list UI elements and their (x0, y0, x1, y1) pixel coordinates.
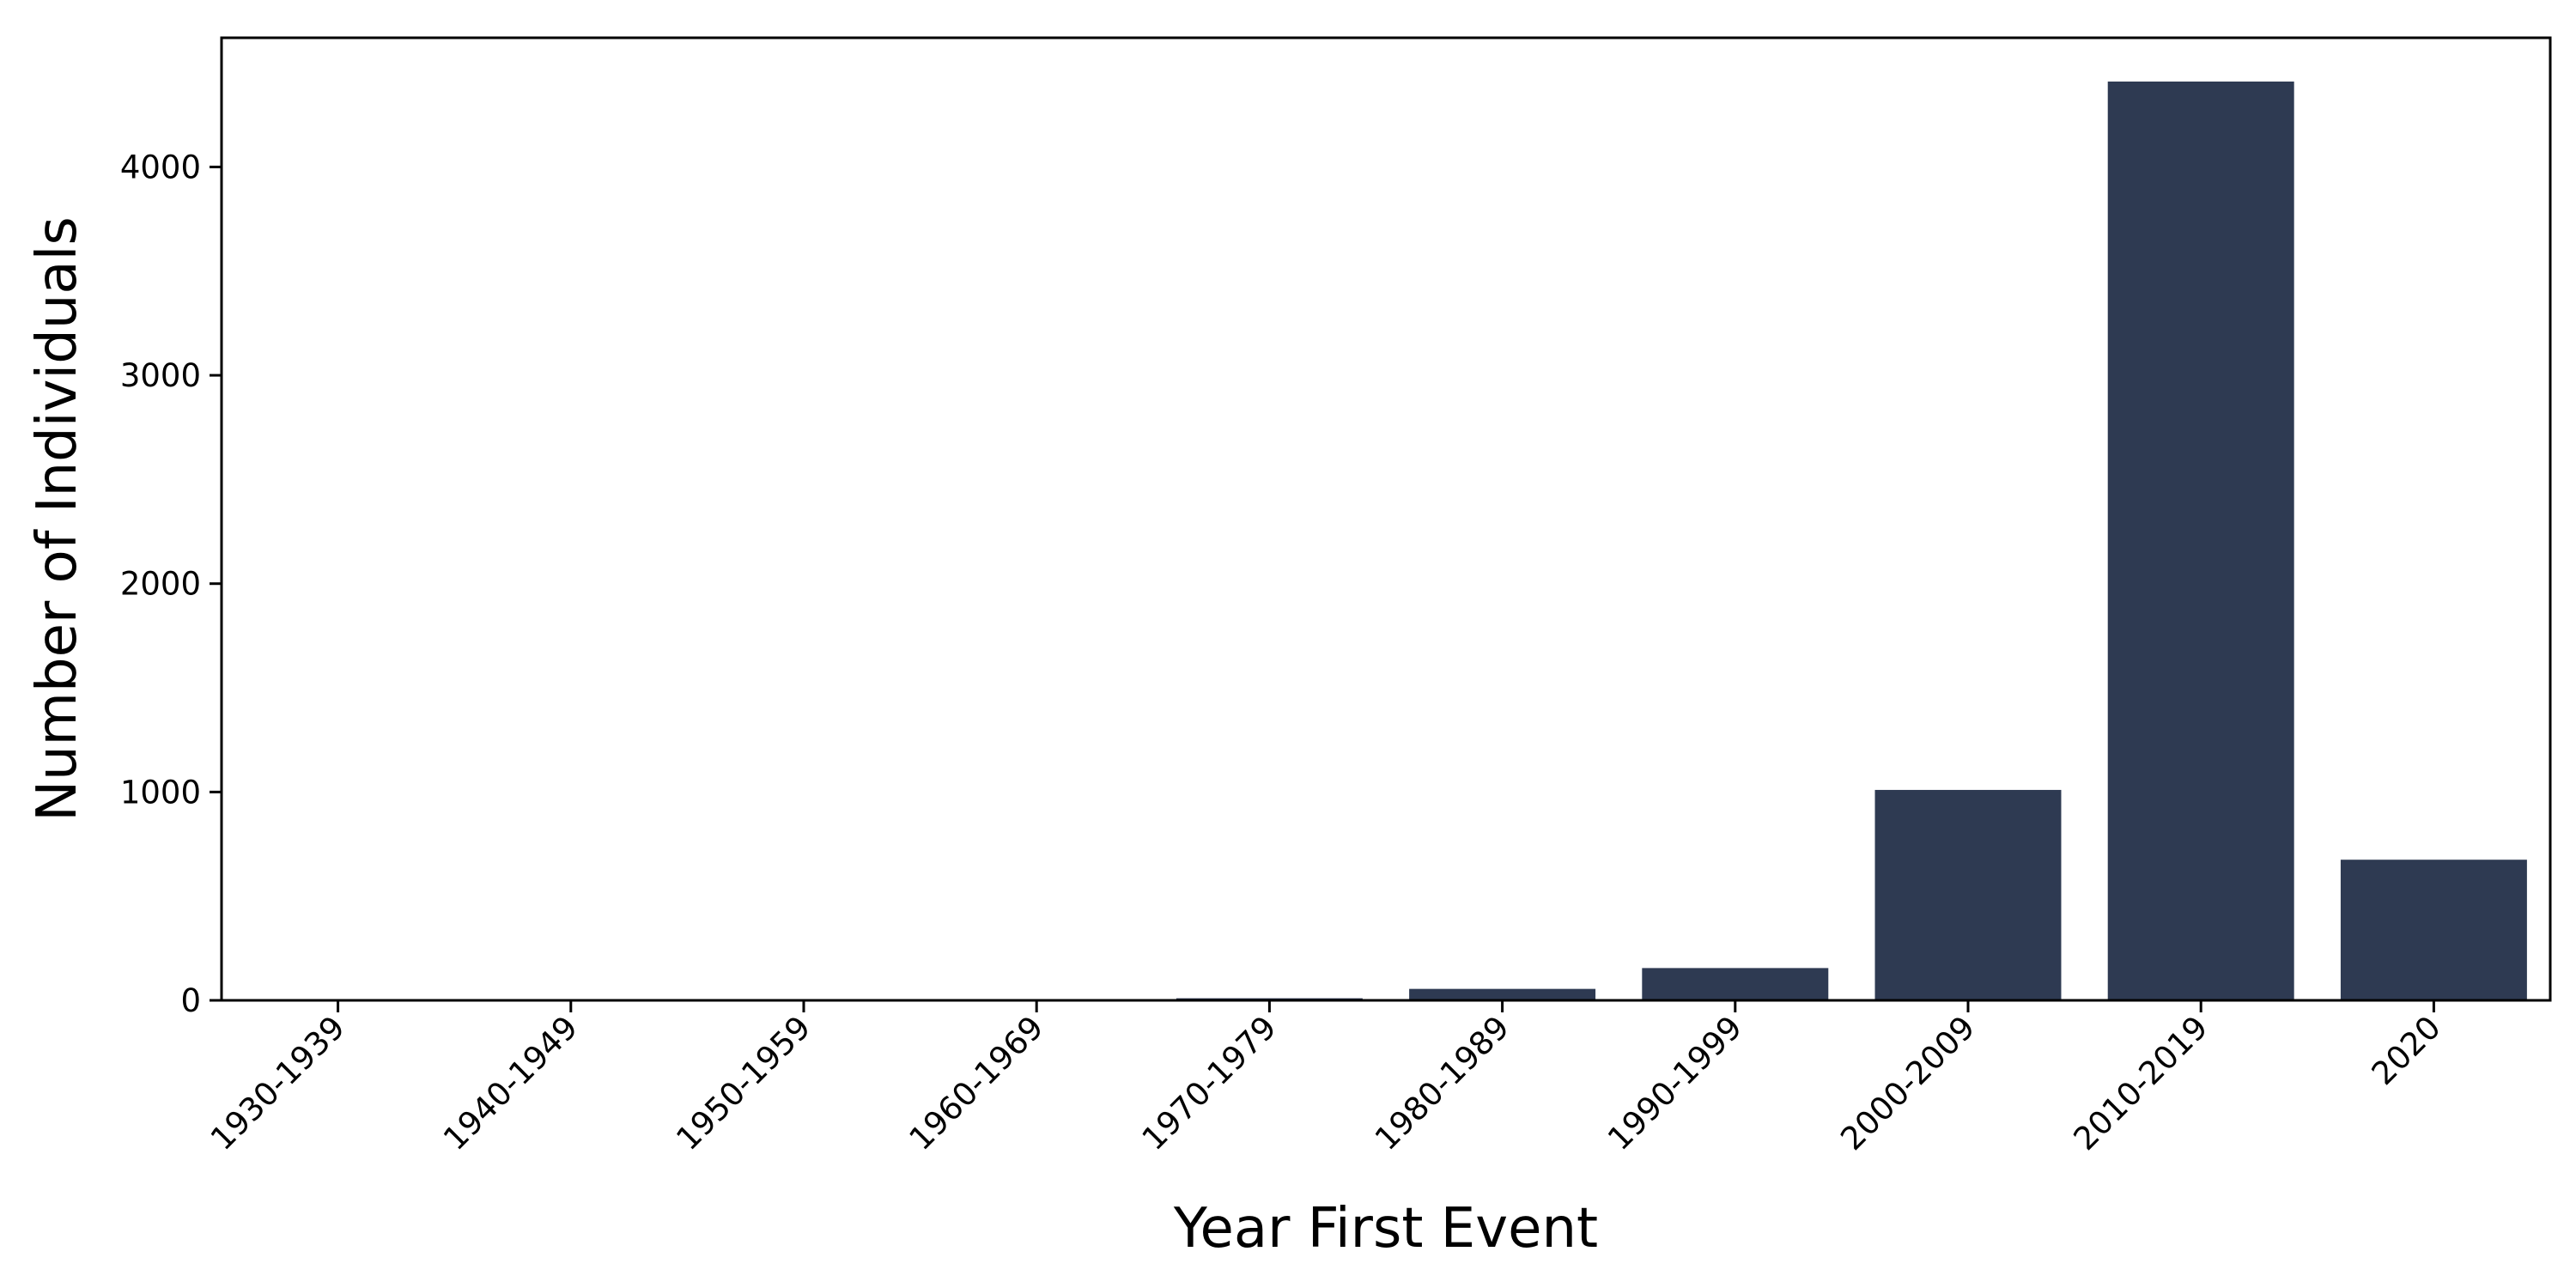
bar-1980-1989 (1409, 988, 1596, 1000)
y-tick-label: 1000 (120, 774, 201, 811)
bar-2000-2009 (1874, 789, 2062, 1000)
plot-frame (220, 36, 2552, 1002)
x-tick-label: 1930-1939 (204, 1009, 352, 1157)
y-tick-label: 0 (180, 982, 201, 1019)
bars-group (245, 81, 2527, 1000)
x-tick-label: 1970-1979 (1135, 1009, 1284, 1157)
y-tick-label: 2000 (120, 566, 201, 603)
x-tick-label: 1950-1959 (669, 1009, 817, 1157)
x-axis-label: Year First Event (1173, 1197, 1598, 1261)
bar-2020 (2340, 860, 2527, 1000)
x-tick-label: 2000-2009 (1833, 1009, 1982, 1157)
x-tick-label: 1960-1969 (902, 1009, 1051, 1157)
y-tick-label: 3000 (120, 357, 201, 394)
x-tick-label: 1990-1999 (1601, 1009, 1749, 1157)
x-axis-ticks: 1930-1939 1940-1949 1950-1959 1960-1969 1970… (204, 1000, 2448, 1157)
bar-2010-2019 (2107, 81, 2294, 1000)
bar-1990-1999 (1642, 968, 1829, 1000)
x-tick-label: 2010-2019 (2067, 1009, 2215, 1157)
x-tick-label: 2020 (2365, 1009, 2448, 1092)
y-axis-label: Number of Individuals (26, 216, 89, 822)
y-axis-ticks: 0 1000 2000 3000 4000 (120, 149, 222, 1019)
x-tick-label: 1940-1949 (436, 1009, 585, 1157)
x-tick-label: 1980-1989 (1368, 1009, 1516, 1157)
y-tick-label: 4000 (120, 149, 201, 185)
